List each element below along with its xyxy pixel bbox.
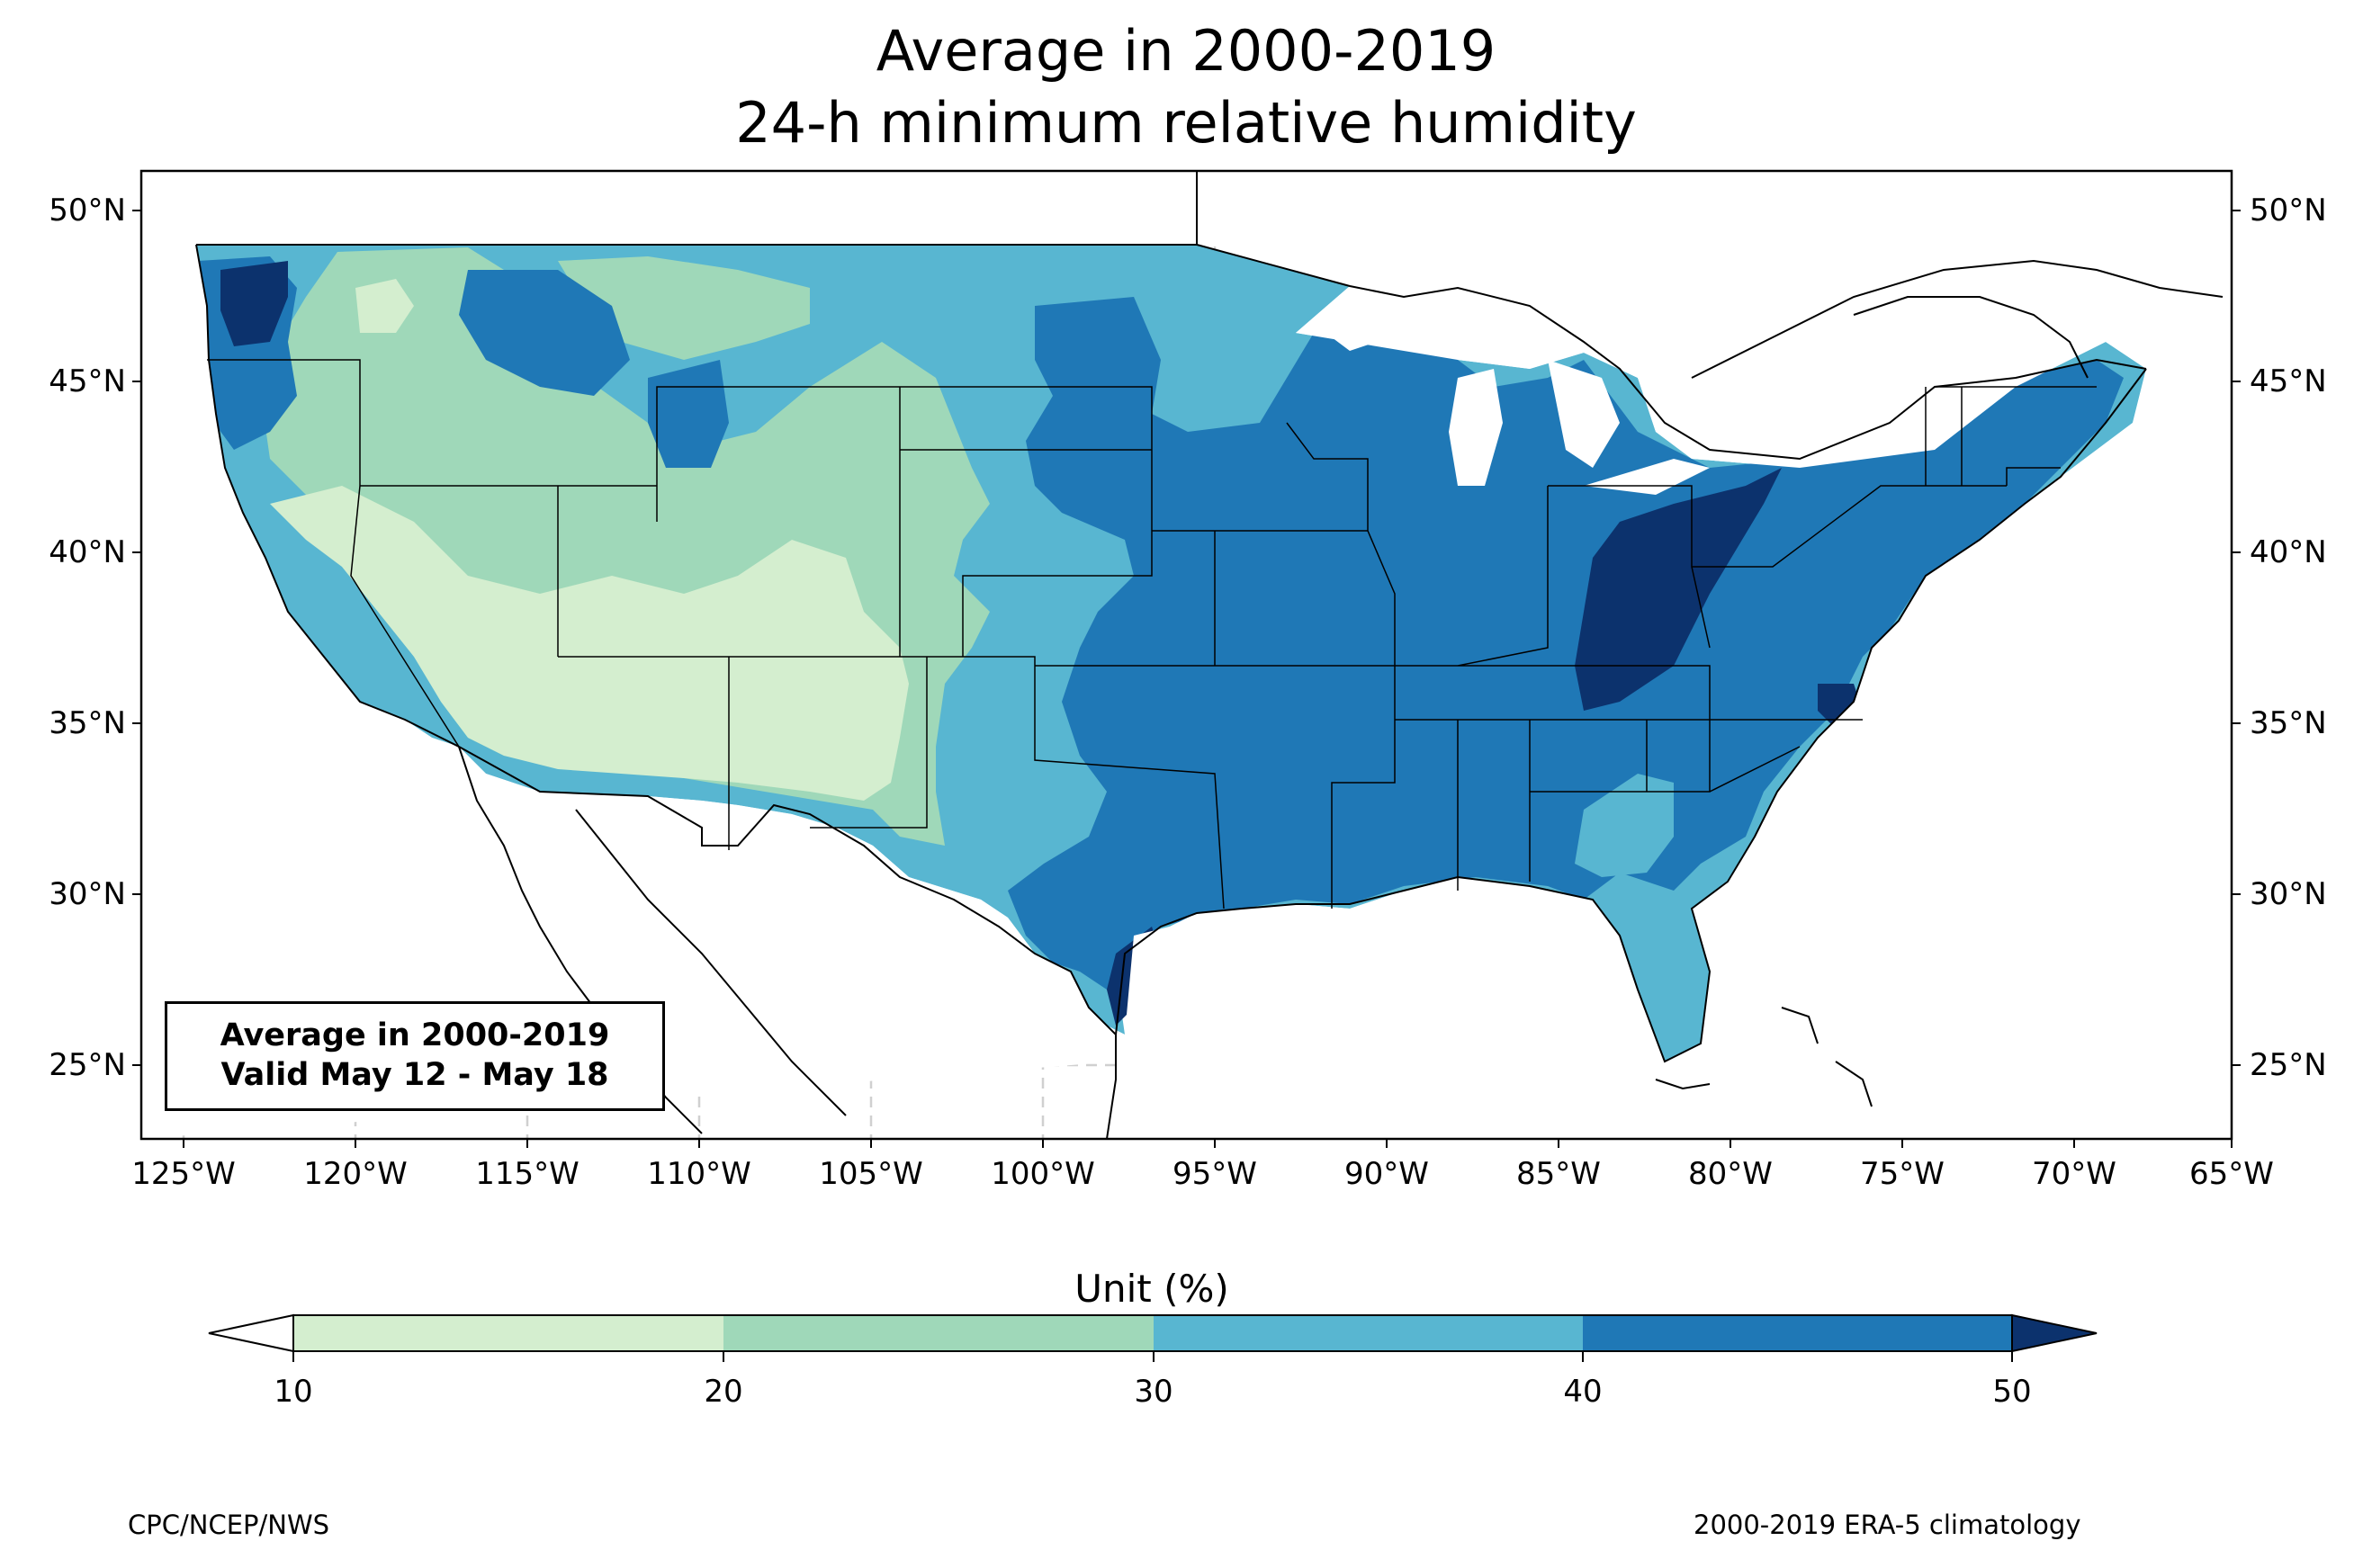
- colorbar-tick-40: 40: [1563, 1374, 1603, 1410]
- us-mexico-border: [458, 746, 1117, 1035]
- lat-label-right-30: 30°N: [2250, 876, 2327, 912]
- info-box-line-2: Valid May 12 - May 18: [220, 1057, 609, 1093]
- lat-label-left-25: 25°N: [49, 1047, 126, 1083]
- zone-40-50-idaho: [459, 270, 630, 396]
- lat-label-right-25: 25°N: [2250, 1047, 2327, 1083]
- lat-label-left-40: 40°N: [49, 534, 126, 570]
- valid-period-box: Average in 2000-2019 Valid May 12 - May …: [165, 1001, 665, 1111]
- info-box-line-1: Average in 2000-2019: [220, 1017, 610, 1053]
- colorbar-extend-above: [2011, 1313, 2098, 1353]
- zone-above-50-appalachia: [1575, 468, 1782, 711]
- footer-source: CPC/NCEP/NWS: [128, 1510, 330, 1540]
- lon-label-110w: 110°W: [647, 1156, 751, 1192]
- state-borders: [207, 359, 2097, 909]
- colorbar-segment-40-50: [1583, 1315, 2012, 1351]
- us-canada-border: [196, 171, 2147, 461]
- colorbar: [208, 1313, 2098, 1362]
- zone-10-20: [270, 486, 909, 801]
- lon-label-75w: 75°W: [1860, 1156, 1945, 1192]
- florida-keys: [1655, 1007, 1873, 1107]
- zone-above-50-washington: [220, 261, 288, 346]
- lat-label-left-50: 50°N: [49, 193, 126, 228]
- colorbar-segment-20-30: [723, 1315, 1154, 1351]
- lon-label-90w: 90°W: [1344, 1156, 1429, 1192]
- zone-40-50-wyoming: [648, 360, 729, 468]
- lat-label-right-40: 40°N: [2250, 534, 2327, 570]
- map-frame: [139, 169, 2233, 1141]
- zone-30-40-georgia: [1575, 774, 1674, 877]
- lat-label-left-45: 45°N: [49, 363, 126, 399]
- lon-label-65w: 65°W: [2189, 1156, 2274, 1192]
- lat-label-right-35: 35°N: [2250, 705, 2327, 741]
- gulf-coast: [1115, 368, 2147, 1063]
- colorbar-segment-30-40: [1154, 1315, 1583, 1351]
- zone-10-20-northwest: [355, 279, 414, 333]
- mexico-mainland-coast: [575, 809, 1117, 1139]
- lat-label-left-30: 30°N: [49, 876, 126, 912]
- lake-huron: [1548, 360, 1620, 468]
- lat-label-right-45: 45°N: [2250, 363, 2327, 399]
- lon-label-80w: 80°W: [1688, 1156, 1773, 1192]
- chart-title-line-2: 24-h minimum relative humidity: [735, 90, 1637, 156]
- axis-ticks: [132, 210, 2241, 1148]
- colorbar-tick-50: 50: [1992, 1374, 2032, 1410]
- map-boundaries: [195, 171, 2224, 1139]
- zone-40-50-east: [1008, 297, 2124, 1008]
- lon-label-100w: 100°W: [991, 1156, 1095, 1192]
- canada-coast: [1691, 259, 2224, 379]
- lake-superior: [1314, 288, 1512, 351]
- lake-michigan: [1449, 369, 1503, 486]
- lon-label-125w: 125°W: [131, 1156, 236, 1192]
- lon-label-70w: 70°W: [2032, 1156, 2116, 1192]
- colorbar-tick-30: 30: [1134, 1374, 1173, 1410]
- lon-label-95w: 95°W: [1173, 1156, 1257, 1192]
- lon-label-85w: 85°W: [1516, 1156, 1601, 1192]
- lon-label-120w: 120°W: [303, 1156, 408, 1192]
- colorbar-tick-20: 20: [704, 1374, 743, 1410]
- lat-label-right-50: 50°N: [2250, 193, 2327, 228]
- colorbar-title: Unit (%): [1074, 1267, 1229, 1311]
- chart-title-line-1: Average in 2000-2019: [876, 18, 1496, 84]
- colorbar-segment-10-20: [293, 1315, 723, 1351]
- lon-label-115w: 115°W: [475, 1156, 580, 1192]
- lat-label-left-35: 35°N: [49, 705, 126, 741]
- humidity-contours: [196, 245, 2146, 1062]
- colorbar-extend-below: [208, 1313, 294, 1353]
- footer-climatology-note: 2000-2019 ERA-5 climatology: [1694, 1510, 2081, 1540]
- lon-label-105w: 105°W: [819, 1156, 923, 1192]
- colorbar-tick-10: 10: [274, 1374, 313, 1410]
- outside-conus-mask: [141, 171, 2232, 1139]
